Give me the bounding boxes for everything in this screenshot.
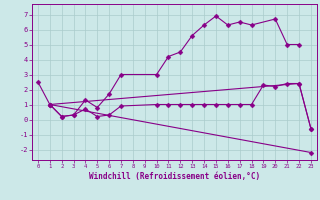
X-axis label: Windchill (Refroidissement éolien,°C): Windchill (Refroidissement éolien,°C) <box>89 172 260 181</box>
